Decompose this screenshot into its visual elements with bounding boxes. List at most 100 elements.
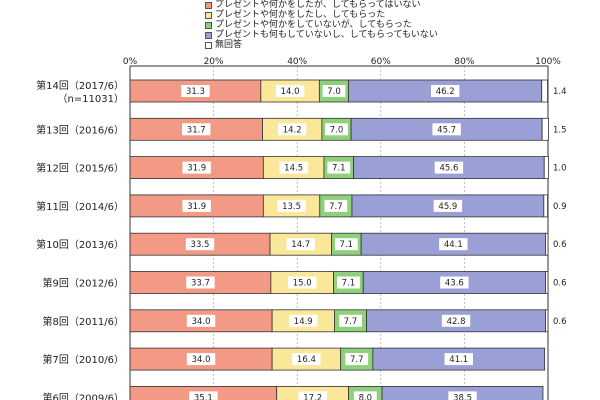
data-label: 14.5	[284, 164, 303, 174]
data-label: 41.1	[449, 355, 468, 365]
data-label-background	[185, 238, 215, 251]
category-label: 第10回（2013/6）	[36, 238, 124, 251]
data-label: 45.9	[438, 202, 457, 212]
data-label: 7.7	[344, 317, 358, 327]
data-label: 16.4	[297, 355, 316, 365]
data-label-background	[353, 391, 377, 400]
x-tick-label: 80%	[454, 57, 474, 67]
data-label: 7.1	[332, 164, 346, 174]
data-label-background	[292, 353, 321, 366]
legend: プレゼントや何かをしたが、してもらってはいない プレゼントや何かをしたし、してもら…	[205, 0, 438, 50]
data-label: 45.7	[437, 125, 456, 135]
data-label-background	[334, 238, 358, 251]
category-label: 第7回（2010/6）	[42, 353, 124, 366]
legend-item: プレゼントや何かをしたし、してもらった	[205, 10, 438, 20]
bar-segment	[541, 79, 548, 103]
data-label-background	[189, 391, 218, 400]
data-label-background	[182, 123, 211, 136]
legend-item: プレゼントや何かをしたが、してもらってはいない	[205, 0, 438, 10]
data-label: 1.4	[553, 87, 567, 97]
bar-segment	[541, 117, 549, 141]
legend-item: 無回答	[205, 40, 438, 50]
data-label: 35.1	[194, 393, 213, 400]
category-label: 第6回（2009/6）	[42, 391, 124, 400]
x-tick-label: 60%	[371, 57, 391, 67]
data-label-background	[444, 353, 473, 366]
data-label-background	[439, 238, 468, 251]
data-label-background	[339, 314, 362, 327]
data-label: 33.7	[191, 279, 210, 289]
data-label-background	[279, 161, 308, 174]
legend-swatch	[205, 11, 212, 19]
data-label: 13.5	[282, 202, 301, 212]
data-label-background	[432, 123, 461, 136]
data-label: 1.0	[553, 164, 567, 174]
data-label: 8.0	[359, 393, 373, 400]
data-label: 31.3	[186, 87, 205, 97]
data-label-background	[324, 199, 348, 212]
data-label-background	[182, 199, 211, 212]
data-label: 0.9	[553, 202, 567, 212]
data-label: 43.6	[445, 279, 464, 289]
data-label-background	[325, 123, 348, 136]
legend-swatch	[205, 21, 212, 29]
legend-label: プレゼントも何もしていないし、してもらってもいない	[215, 30, 438, 40]
data-label-background	[440, 276, 469, 289]
bar-segment	[545, 309, 549, 333]
data-label: 14.9	[294, 317, 313, 327]
data-label: 7.0	[327, 87, 341, 97]
data-label: 7.7	[350, 355, 364, 365]
data-label-background	[286, 238, 315, 251]
x-tick-label: 0%	[123, 57, 138, 67]
x-tick-label: 100%	[535, 57, 561, 67]
data-label: 14.0	[281, 87, 300, 97]
data-label-background	[289, 314, 318, 327]
data-label: 46.2	[436, 87, 455, 97]
data-label-background	[186, 353, 216, 366]
legend-label: プレゼントや何かをしたし、してもらった	[215, 10, 386, 20]
legend-swatch	[205, 41, 212, 49]
bar-segment	[545, 271, 549, 294]
data-label: 0.6	[553, 317, 567, 327]
category-label: 第8回（2011/6）	[42, 315, 124, 328]
data-label-background	[181, 85, 210, 97]
data-label: 7.7	[329, 202, 343, 212]
data-label: 31.9	[187, 202, 206, 212]
category-label: 第12回（2015/6）	[36, 162, 124, 175]
data-label-background	[345, 353, 369, 366]
data-label-background	[288, 276, 317, 289]
data-label: 33.5	[191, 240, 210, 250]
data-label-background	[182, 161, 211, 174]
data-label-background	[434, 161, 464, 174]
data-label: 17.2	[303, 393, 322, 400]
data-label: 34.0	[192, 355, 211, 365]
data-label-background	[277, 123, 307, 136]
data-label: 34.0	[192, 317, 211, 327]
data-label: 31.9	[187, 164, 206, 174]
legend-label: プレゼントや何かをしたが、してもらってはいない	[215, 0, 421, 10]
category-label: 第9回（2012/6）	[42, 277, 124, 290]
data-label: 14.2	[283, 125, 302, 135]
category-label: 第14回（2017/6）	[36, 79, 124, 92]
data-label-background	[186, 314, 216, 327]
data-label-background	[298, 391, 327, 400]
data-label-background	[275, 85, 305, 97]
bar-segment	[543, 156, 549, 180]
legend-label: 無回答	[215, 40, 243, 50]
data-label: 1.5	[553, 125, 567, 135]
data-label: 31.7	[187, 125, 206, 135]
bar-segment	[543, 194, 548, 218]
category-label: 第13回（2016/6）	[36, 123, 124, 136]
legend-swatch	[205, 31, 212, 39]
legend-swatch	[205, 1, 212, 9]
data-label-background	[433, 199, 463, 212]
data-label: 42.8	[447, 317, 466, 327]
data-label-background	[441, 314, 471, 327]
data-label: 44.1	[444, 240, 463, 250]
data-label: 7.1	[340, 240, 354, 250]
bar-segment	[545, 232, 549, 256]
data-label: 7.0	[330, 125, 344, 135]
legend-item: プレゼントや何かをしていないが、してもらった	[205, 20, 438, 30]
data-label: 7.1	[342, 279, 356, 289]
